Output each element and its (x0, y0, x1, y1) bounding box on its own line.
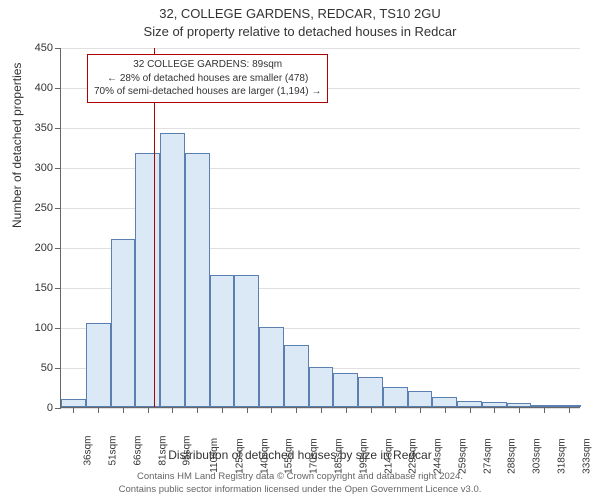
chart-title-line-1: 32, COLLEGE GARDENS, REDCAR, TS10 2GU (0, 6, 600, 21)
y-tick (55, 288, 61, 289)
x-tick (346, 407, 347, 413)
histogram-bar (309, 367, 334, 407)
chart-container: 32, COLLEGE GARDENS, REDCAR, TS10 2GU Si… (0, 0, 600, 500)
y-tick (55, 168, 61, 169)
annotation-line-1: 32 COLLEGE GARDENS: 89sqm (94, 58, 321, 72)
x-tick (420, 407, 421, 413)
x-tick (395, 407, 396, 413)
y-tick-label: 150 (35, 282, 53, 294)
x-tick (172, 407, 173, 413)
histogram-bar (111, 239, 136, 407)
y-tick-label: 0 (47, 402, 53, 414)
gridline (61, 128, 580, 129)
x-tick (73, 407, 74, 413)
footer-attribution: Contains HM Land Registry data © Crown c… (0, 471, 600, 500)
x-tick (247, 407, 248, 413)
footer-line-2: Contains public sector information licen… (0, 484, 600, 496)
y-tick (55, 48, 61, 49)
x-tick (569, 407, 570, 413)
y-tick-label: 400 (35, 82, 53, 94)
plot-area: 05010015020025030035040045036sqm51sqm66s… (60, 48, 580, 408)
y-tick (55, 328, 61, 329)
gridline (61, 48, 580, 49)
x-tick (222, 407, 223, 413)
footer-line-1: Contains HM Land Registry data © Crown c… (0, 471, 600, 483)
histogram-bar (383, 387, 408, 407)
x-tick (470, 407, 471, 413)
x-tick (123, 407, 124, 413)
y-tick-label: 50 (41, 362, 53, 374)
histogram-bar (408, 391, 433, 407)
histogram-bar (210, 275, 235, 407)
x-tick (197, 407, 198, 413)
y-tick (55, 408, 61, 409)
x-tick (321, 407, 322, 413)
y-tick (55, 88, 61, 89)
histogram-bar (432, 397, 457, 407)
x-tick (519, 407, 520, 413)
histogram-bar (358, 377, 383, 407)
x-tick (544, 407, 545, 413)
y-tick-label: 250 (35, 202, 53, 214)
chart-title-line-2: Size of property relative to detached ho… (0, 24, 600, 39)
y-tick-label: 450 (35, 42, 53, 54)
histogram-bar (333, 373, 358, 407)
x-axis-title: Distribution of detached houses by size … (0, 448, 600, 462)
histogram-bar (259, 327, 284, 407)
annotation-line-2: ← 28% of detached houses are smaller (47… (94, 72, 321, 86)
histogram-bar (61, 399, 86, 407)
x-tick (296, 407, 297, 413)
y-axis-title: Number of detached properties (10, 63, 24, 228)
y-tick-label: 350 (35, 122, 53, 134)
x-tick (445, 407, 446, 413)
histogram-bar (135, 153, 160, 407)
histogram-bar (160, 133, 185, 407)
y-tick (55, 208, 61, 209)
annotation-box: 32 COLLEGE GARDENS: 89sqm ← 28% of detac… (87, 54, 328, 103)
y-tick (55, 368, 61, 369)
y-tick (55, 248, 61, 249)
x-tick (271, 407, 272, 413)
y-tick (55, 128, 61, 129)
x-tick (98, 407, 99, 413)
histogram-bar (185, 153, 210, 407)
annotation-line-3: 70% of semi-detached houses are larger (… (94, 85, 321, 99)
histogram-bar (86, 323, 111, 407)
x-tick (371, 407, 372, 413)
histogram-bar (284, 345, 309, 407)
y-tick-label: 200 (35, 242, 53, 254)
x-tick (148, 407, 149, 413)
y-tick-label: 300 (35, 162, 53, 174)
y-tick-label: 100 (35, 322, 53, 334)
histogram-bar (234, 275, 259, 407)
x-tick (494, 407, 495, 413)
